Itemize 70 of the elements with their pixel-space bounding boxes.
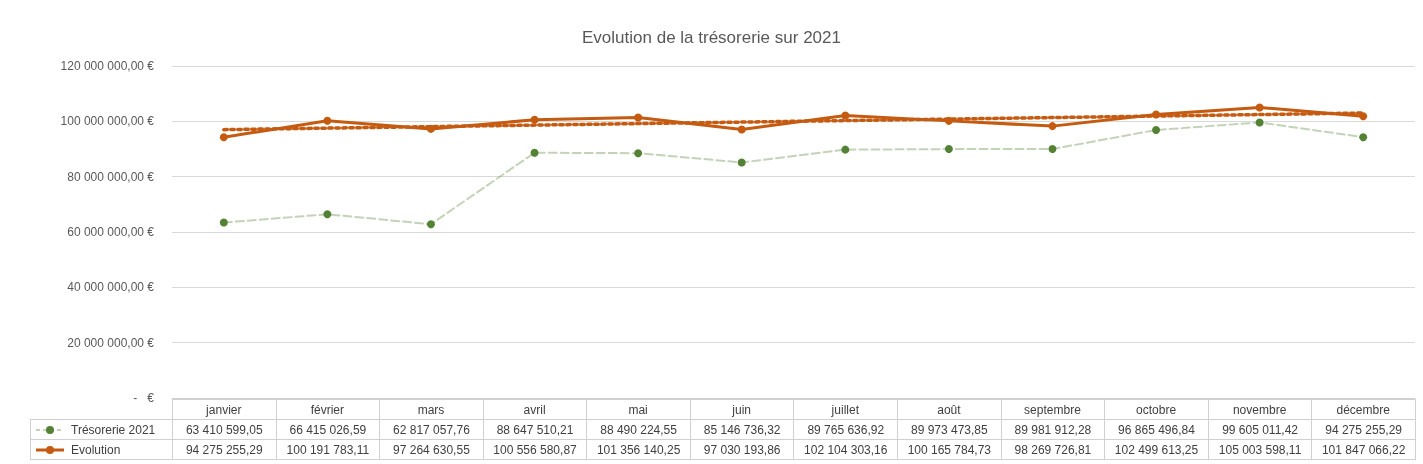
data-label: 85 146 736,32 <box>690 419 794 440</box>
point <box>1048 145 1057 154</box>
x-tick-label: juin <box>731 403 752 417</box>
data-label: 100 165 784,73 <box>897 439 1002 460</box>
y-tick-label: 60 000 000,00 € <box>67 225 155 239</box>
x-tick-label: mars <box>417 403 445 417</box>
y-tick-label: 80 000 000,00 € <box>67 169 155 184</box>
x-tick-label: août <box>937 403 962 417</box>
x-tick-label: mai <box>628 403 648 417</box>
point <box>1152 126 1161 134</box>
point <box>530 115 539 124</box>
point <box>1359 112 1368 121</box>
data-label: 66 415 026,59 <box>276 419 380 440</box>
point <box>323 116 332 125</box>
x-tick-label: décembre <box>1336 403 1391 417</box>
point <box>634 113 643 122</box>
data-label: 99 605 011,42 <box>1208 419 1312 440</box>
chart-title: Evolution de la trésorerie sur 2021 <box>582 28 841 47</box>
data-label: 100 556 580,87 <box>483 439 587 460</box>
data-label: 88 647 510,21 <box>483 419 587 440</box>
data-label: 105 003 598,11 <box>1208 439 1312 460</box>
x-tick-label: janvier <box>205 403 242 417</box>
point <box>219 133 228 142</box>
point <box>841 145 850 154</box>
data-label: 88 490 224,55 <box>586 419 691 440</box>
data-label: 97 030 193,86 <box>690 439 794 460</box>
point <box>841 111 850 120</box>
data-label: 102 104 303,16 <box>793 439 898 460</box>
point <box>944 145 953 154</box>
data-label: 97 264 630,55 <box>379 439 484 460</box>
data-label: 101 356 140,25 <box>586 439 691 460</box>
point <box>1255 118 1264 127</box>
point <box>1359 133 1368 142</box>
data-label: 89 765 636,92 <box>793 419 898 440</box>
point <box>1048 122 1057 131</box>
data-label: 101 847 066,22 <box>1311 439 1416 460</box>
data-label: 102 499 613,25 <box>1104 439 1209 460</box>
point <box>737 125 746 134</box>
data-label: 98 269 726,81 <box>1001 439 1105 460</box>
data-label: 100 191 783,11 <box>276 439 380 460</box>
point <box>426 220 435 229</box>
y-tick-label: - € <box>133 391 155 405</box>
point <box>530 148 539 157</box>
legend-label: Trésorerie 2021 <box>30 419 173 440</box>
point <box>737 158 746 167</box>
data-label: 96 865 496,84 <box>1104 419 1209 440</box>
x-tick-label: octobre <box>1136 403 1177 417</box>
point <box>426 124 435 133</box>
data-label: 89 981 912,28 <box>1001 419 1105 440</box>
x-tick-label: novembre <box>1232 403 1287 417</box>
data-label: 63 410 599,05 <box>172 419 277 440</box>
point <box>323 210 332 219</box>
legend-label: Evolution <box>30 439 173 460</box>
x-tick-label: février <box>310 403 345 417</box>
point <box>1152 110 1161 119</box>
y-tick-label: 120 000 000,00 € <box>60 59 155 73</box>
y-tick-label: 100 000 000,00 € <box>60 114 155 129</box>
point <box>634 149 643 158</box>
data-label: 94 275 255,29 <box>1311 419 1416 440</box>
x-tick-label: avril <box>523 403 546 417</box>
y-tick-label: 20 000 000,00 € <box>67 335 155 350</box>
data-label: 89 973 473,85 <box>897 419 1002 440</box>
data-label: 94 275 255,29 <box>172 439 277 460</box>
point <box>219 218 228 227</box>
point <box>944 116 953 125</box>
data-label: 62 817 057,76 <box>379 419 484 440</box>
x-tick-label: septembre <box>1024 403 1082 417</box>
point <box>1255 103 1264 112</box>
x-tick-label: juillet <box>830 403 860 417</box>
y-tick-label: 40 000 000,00 € <box>67 280 155 295</box>
